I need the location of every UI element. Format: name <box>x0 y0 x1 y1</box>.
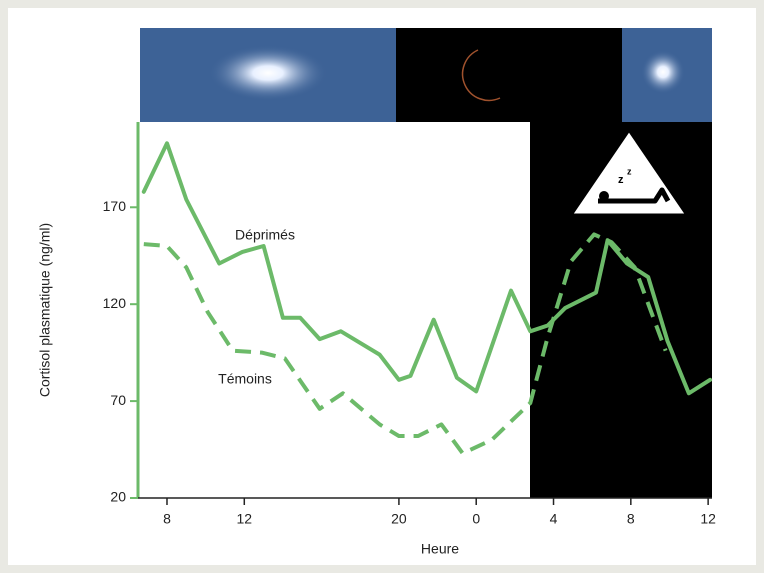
svg-text:z: z <box>627 166 632 176</box>
x-tick-label: 4 <box>550 511 558 527</box>
y-tick-label: 170 <box>103 198 127 214</box>
series-label: Déprimés <box>235 227 295 243</box>
x-tick-label: 20 <box>391 511 407 527</box>
y-tick-label: 20 <box>110 489 126 505</box>
x-tick-label: 0 <box>472 511 480 527</box>
page: {"chart_data": {"type": "line", "y_label… <box>0 0 764 573</box>
x-tick-label: 8 <box>163 511 171 527</box>
x-tick-label: 8 <box>627 511 635 527</box>
x-axis-title: Heure <box>421 541 459 557</box>
x-tick-label: 12 <box>237 511 253 527</box>
sun <box>641 50 685 94</box>
sun <box>208 45 328 101</box>
y-axis-title: Cortisol plasmatique (ng/ml) <box>37 223 53 397</box>
chart: z z Cortisol plasmatique (ng/ml) Heure 2… <box>0 0 764 573</box>
y-tick-label: 70 <box>110 392 126 408</box>
series-label: Témoins <box>218 371 272 387</box>
svg-text:z: z <box>618 174 624 186</box>
x-tick-label: 12 <box>700 511 716 527</box>
night-sky <box>396 28 622 122</box>
y-tick-label: 120 <box>103 295 127 311</box>
